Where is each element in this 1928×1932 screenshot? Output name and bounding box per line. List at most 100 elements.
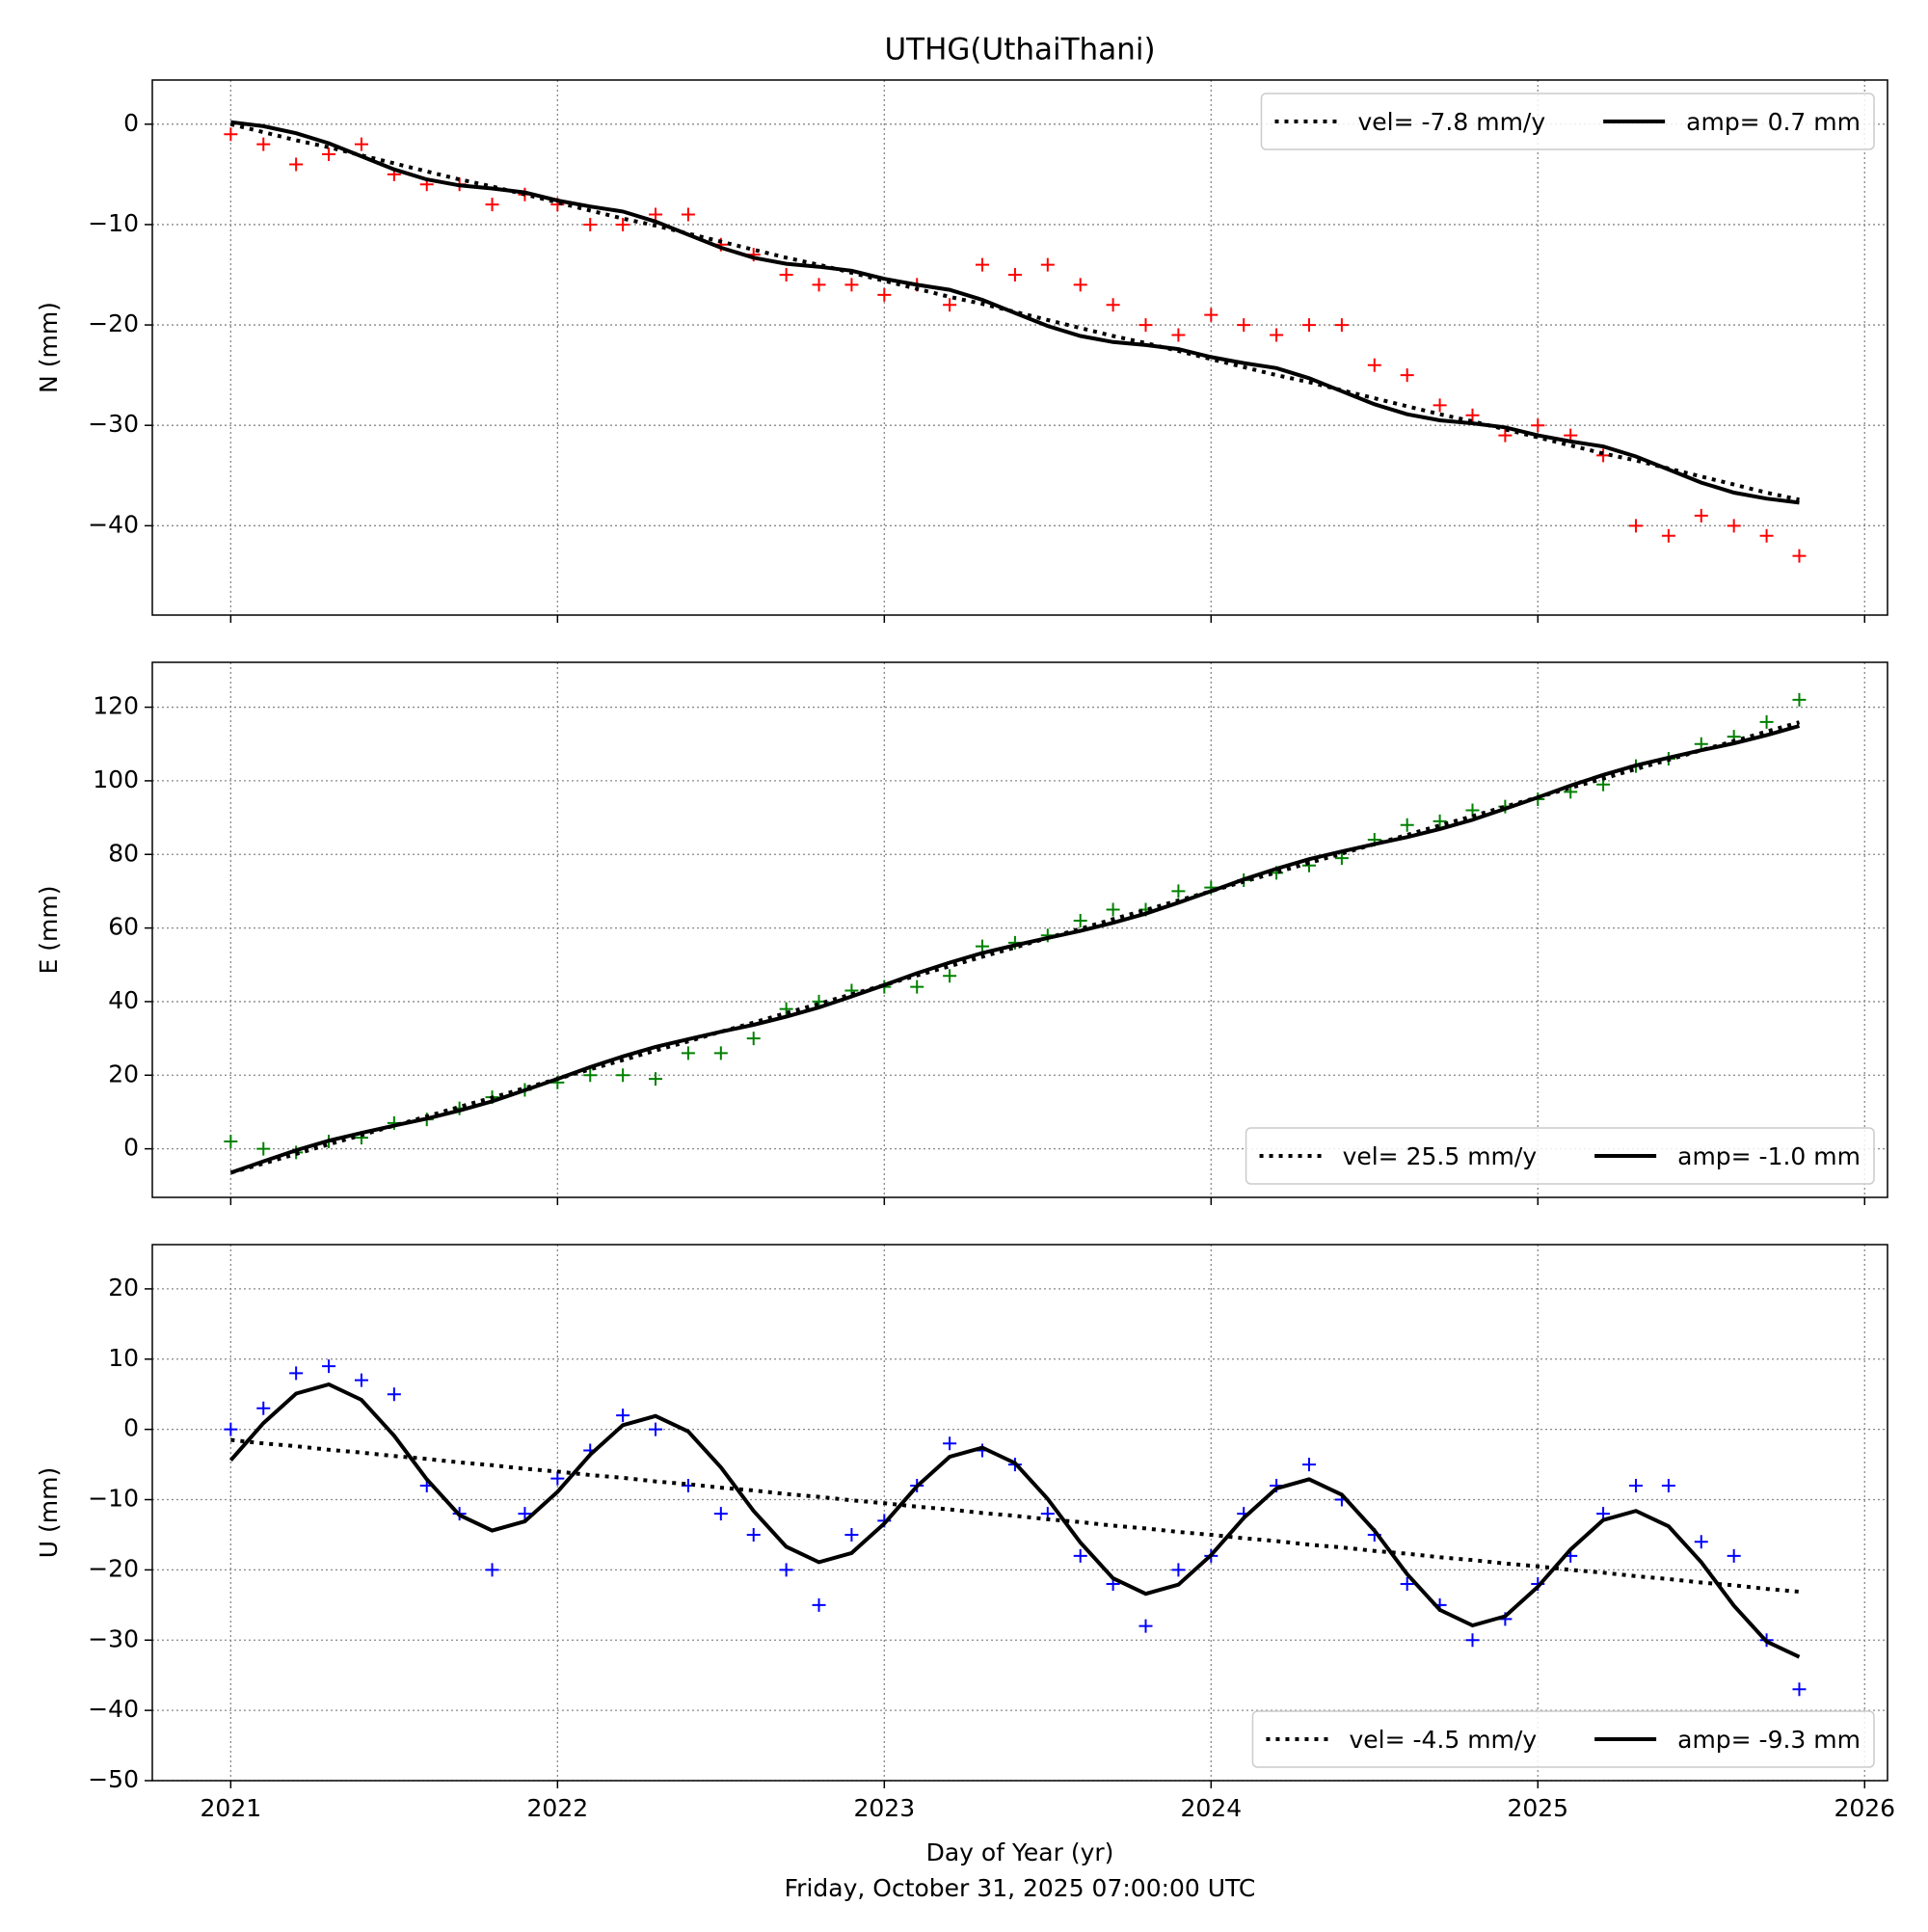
legend: vel= -7.8 mm/y amp= 0.7 mm	[1260, 93, 1875, 150]
data-point	[583, 217, 598, 231]
data-point	[1759, 528, 1774, 543]
data-point	[812, 278, 826, 292]
data-point	[1073, 278, 1087, 292]
data-point	[1334, 851, 1349, 866]
legend-label: vel= -4.5 mm/y	[1349, 1726, 1537, 1754]
data-point	[322, 148, 336, 162]
data-point	[1400, 368, 1414, 383]
x-tick-label: 2021	[201, 1794, 262, 1822]
x-tick-label: 2026	[1834, 1794, 1895, 1822]
x-tick-label: 2023	[854, 1794, 916, 1822]
y-tick-label: 80	[108, 839, 139, 867]
data-point	[1531, 418, 1545, 433]
data-point	[1465, 408, 1480, 422]
data-point	[1302, 318, 1316, 333]
y-tick-label: −40	[88, 1695, 139, 1723]
legend-box	[1251, 1710, 1875, 1768]
data-point	[224, 127, 238, 142]
data-point	[289, 1366, 304, 1381]
y-tick-label: 100	[93, 765, 139, 793]
legend-label: amp= 0.7 mm	[1686, 108, 1861, 136]
x-tick-label: 2024	[1180, 1794, 1242, 1822]
data-point	[1007, 268, 1022, 282]
data-point	[1171, 328, 1186, 342]
data-point	[1106, 902, 1120, 917]
data-point	[1727, 1548, 1741, 1563]
data-point	[1073, 1548, 1087, 1563]
data-point	[1792, 692, 1807, 707]
data-point	[649, 207, 663, 222]
y-tick-label: −10	[88, 1485, 139, 1513]
data-point	[1694, 1535, 1708, 1549]
data-point	[681, 1046, 695, 1060]
data-point	[224, 1134, 238, 1148]
data-point	[550, 1471, 565, 1486]
y-tick-label: −30	[88, 1624, 139, 1652]
data-point	[354, 137, 368, 151]
data-point	[976, 257, 990, 272]
data-point	[943, 298, 957, 312]
data-point	[1138, 318, 1153, 333]
y-tick-label: −10	[88, 209, 139, 237]
data-point	[1237, 318, 1251, 333]
legend-box	[1260, 93, 1875, 150]
fit-line	[230, 120, 1800, 505]
data-point	[256, 1141, 271, 1156]
data-point	[779, 1002, 793, 1016]
data-point	[289, 157, 304, 172]
y-tick-label: 120	[93, 692, 139, 720]
x-tick-label: 2022	[527, 1794, 589, 1822]
legend: vel= -4.5 mm/y amp= -9.3 mm	[1251, 1710, 1875, 1768]
legend-label: amp= -9.3 mm	[1677, 1726, 1861, 1754]
data-point	[746, 1527, 761, 1542]
data-point	[224, 1422, 238, 1436]
y-tick-label: 60	[108, 913, 139, 941]
data-point	[943, 969, 957, 983]
data-point	[256, 137, 271, 151]
data-point	[779, 1563, 793, 1577]
data-point	[387, 1387, 401, 1402]
data-point	[1040, 257, 1055, 272]
data-point	[943, 1436, 957, 1451]
data-point	[713, 1507, 728, 1521]
chart-title: UTHG(UthaiThani)	[884, 33, 1155, 67]
data-point	[1171, 884, 1186, 899]
data-point	[1334, 318, 1349, 333]
panel: −50 −40 −30 −20 −10 0 10 20 2021 2022 2023 2024 2025…	[35, 1244, 1895, 1902]
y-axis-label: N (mm)	[35, 302, 63, 393]
fit-line	[228, 1382, 1801, 1659]
panel: −40 −30 −20 −10 0 UTHG(UthaiThani) N (mm) vel= …	[35, 33, 1888, 623]
data-point	[485, 1563, 499, 1577]
data-point	[1433, 398, 1447, 413]
data-point	[713, 1046, 728, 1060]
y-tick-label: −50	[88, 1765, 139, 1793]
legend-label: vel= -7.8 mm/y	[1357, 108, 1545, 136]
data-point	[1367, 358, 1381, 372]
data-point	[1727, 519, 1741, 533]
data-point	[1498, 428, 1513, 443]
data-point	[1302, 1458, 1316, 1472]
data-point	[354, 1373, 368, 1387]
legend-label: amp= -1.0 mm	[1677, 1142, 1861, 1170]
panel: 0 20 40 60 80 100 120 E (mm) vel= 25.5 mm/y amp= …	[35, 661, 1888, 1205]
y-tick-label: 0	[123, 1414, 139, 1442]
data-point	[976, 939, 990, 953]
y-axis-label: E (mm)	[35, 886, 63, 975]
data-point	[746, 1032, 761, 1046]
data-point	[649, 1072, 663, 1087]
y-tick-label: −20	[88, 309, 139, 337]
plot-frame	[151, 79, 1888, 616]
data-point	[779, 268, 793, 282]
y-tick-label: 0	[123, 1134, 139, 1162]
plot-frame	[151, 661, 1888, 1198]
data-point	[616, 217, 630, 231]
data-point	[616, 1409, 630, 1423]
data-point	[1171, 1563, 1186, 1577]
legend-box	[1245, 1127, 1875, 1185]
data-point	[322, 1359, 336, 1374]
data-point	[1661, 528, 1675, 543]
y-tick-label: 10	[108, 1344, 139, 1372]
y-tick-label: −20	[88, 1554, 139, 1582]
data-point	[1270, 328, 1284, 342]
